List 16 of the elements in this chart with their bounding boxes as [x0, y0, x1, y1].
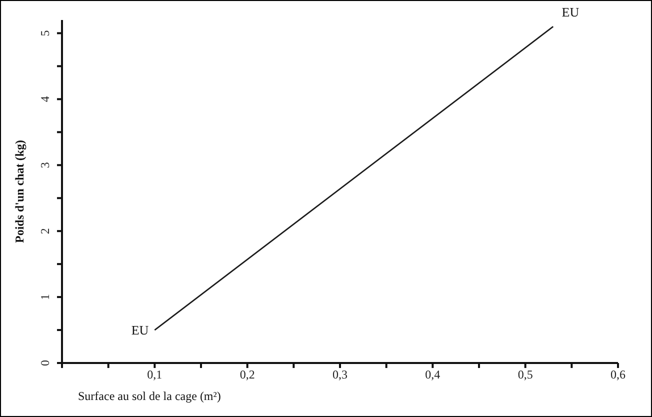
x-tick-label: 0,1	[147, 368, 162, 382]
x-tick-label: 0,3	[332, 368, 348, 382]
x-tick-label: 0,2	[240, 368, 255, 382]
y-tick-label: 5	[38, 30, 52, 36]
y-tick-label: 0	[38, 360, 52, 366]
y-tick-label: 4	[38, 96, 52, 102]
x-tick-label: 0,5	[518, 368, 533, 382]
annotation: EU	[562, 4, 580, 20]
x-tick-label: 0,4	[425, 368, 440, 382]
y-tick-label: 1	[38, 294, 52, 300]
x-tick-label: 0,6	[610, 368, 626, 382]
y-tick-label: 3	[38, 162, 52, 168]
y-axis-title: Poids d'un chat (kg)	[12, 140, 26, 244]
y-tick-label: 2	[38, 228, 52, 234]
x-axis-title: Surface au sol de la cage (m²)	[78, 389, 221, 403]
annotation: EU	[131, 322, 150, 338]
